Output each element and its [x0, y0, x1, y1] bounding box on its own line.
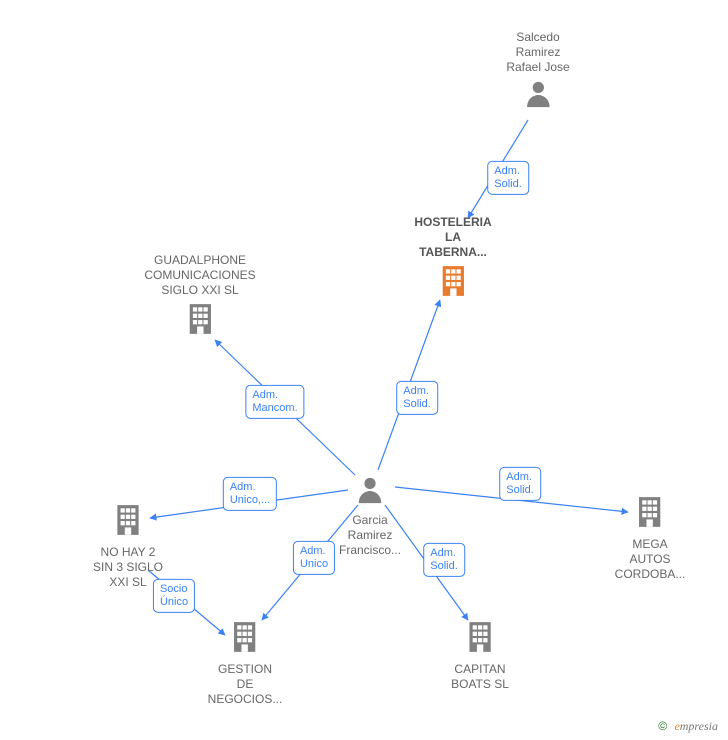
person-icon — [523, 79, 553, 109]
building-icon — [228, 620, 262, 654]
node-label: Garcia Ramirez Francisco... — [339, 513, 401, 558]
building-icon-wrapper — [111, 503, 145, 541]
node-label: HOSTELERIA LA TABERNA... — [414, 215, 491, 260]
building-icon-wrapper — [436, 264, 470, 302]
node-nohay2[interactable]: NO HAY 2 SIN 3 SIGLO XXI SL — [93, 503, 163, 590]
edges-layer — [0, 0, 728, 740]
building-icon-wrapper — [228, 620, 262, 658]
node-megaautos[interactable]: MEGA AUTOS CORDOBA... — [615, 495, 686, 582]
node-hosteleria[interactable]: HOSTELERIA LA TABERNA... — [414, 215, 491, 302]
building-icon — [463, 620, 497, 654]
copyright-symbol: © — [658, 719, 667, 733]
node-label: GUADALPHONE COMUNICACIONES SIGLO XXI SL — [144, 253, 255, 298]
copyright: © empresia — [658, 719, 718, 734]
building-icon — [183, 302, 217, 336]
building-icon-wrapper — [633, 495, 667, 533]
building-icon — [436, 264, 470, 298]
node-label: MEGA AUTOS CORDOBA... — [615, 537, 686, 582]
edge-label-garcia-nohay2: Adm. Unico,... — [223, 477, 277, 511]
building-icon — [111, 503, 145, 537]
node-salcedo[interactable]: Salcedo Ramirez Rafael Jose — [506, 30, 569, 113]
person-icon-wrapper — [523, 79, 553, 113]
node-label: CAPITAN BOATS SL — [451, 662, 509, 692]
brand-rest: mpresia — [680, 719, 718, 733]
building-icon-wrapper — [463, 620, 497, 658]
edge-label-salcedo-hosteleria: Adm. Solid. — [487, 161, 529, 195]
node-gestion[interactable]: GESTION DE NEGOCIOS... — [208, 620, 283, 707]
edge-label-garcia-megaautos: Adm. Solid. — [499, 467, 541, 501]
building-icon-wrapper — [183, 302, 217, 340]
edge-label-garcia-guadalphone: Adm. Mancom. — [245, 385, 304, 419]
diagram-canvas: Salcedo Ramirez Rafael Jose HOSTELERIA L… — [0, 0, 728, 740]
edge-label-garcia-gestion: Adm. Unico — [293, 541, 335, 575]
edge-label-garcia-hosteleria: Adm. Solid. — [396, 381, 438, 415]
node-label: Salcedo Ramirez Rafael Jose — [506, 30, 569, 75]
node-guadalphone[interactable]: GUADALPHONE COMUNICACIONES SIGLO XXI SL — [144, 253, 255, 340]
node-garcia[interactable]: Garcia Ramirez Francisco... — [339, 475, 401, 558]
edge-label-nohay2-gestion: Socio Único — [153, 579, 195, 613]
edge-label-garcia-capitan: Adm. Solid. — [423, 543, 465, 577]
person-icon — [355, 475, 385, 505]
node-capitan[interactable]: CAPITAN BOATS SL — [451, 620, 509, 692]
building-icon — [633, 495, 667, 529]
node-label: GESTION DE NEGOCIOS... — [208, 662, 283, 707]
person-icon-wrapper — [355, 475, 385, 509]
